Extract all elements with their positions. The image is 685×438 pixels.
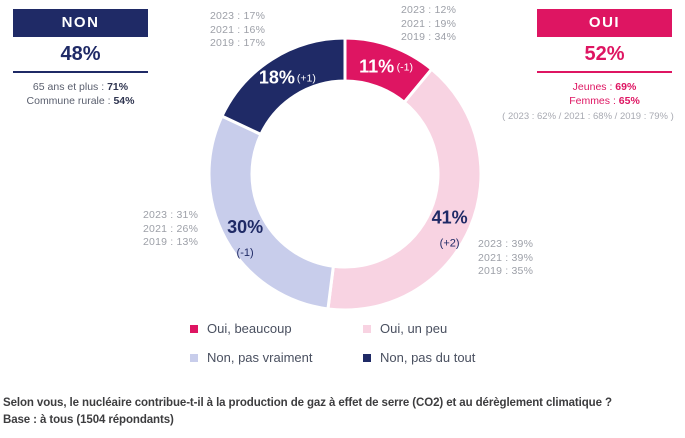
legend-label: Non, pas vraiment — [207, 350, 313, 365]
non-title-box: NON — [13, 9, 148, 37]
non-divider — [13, 71, 148, 73]
non-subgroup-line: Commune rurale : 54% — [13, 94, 148, 108]
legend-swatch-icon — [363, 353, 371, 362]
history-line: 2019 : 35% — [478, 265, 534, 277]
legend-swatch-icon — [190, 324, 198, 333]
question-footer: Selon vous, le nucléaire contribue-t-il … — [3, 395, 612, 428]
donut-chart: 11% (-1)41%(+2)30%(-1)18% (+1) — [207, 36, 483, 312]
slice-value-non-pas-du-tout: 18% — [259, 68, 295, 88]
donut-slice-non-pas-vraiment — [207, 114, 335, 311]
donut-slice-non-pas-du-tout — [220, 36, 347, 136]
oui-subgroup-line: Jeunes : 69% — [537, 80, 672, 94]
legend-item-non-pas-du-tout: Non, pas du tout — [363, 350, 536, 365]
history-line: 2021 : 39% — [478, 251, 534, 264]
subgroup-value: 54% — [113, 95, 135, 107]
slice-change-non-pas-du-tout: (+1) — [297, 73, 316, 85]
legend-label: Oui, un peu — [380, 321, 448, 336]
history-annotation-non-pas-du-tout: 2023 : 17% 2021 : 16% 2019 : 17% — [210, 10, 265, 51]
history-line: 2023 : 17% — [210, 10, 266, 22]
history-line: 2023 : 39% — [478, 238, 534, 250]
subgroup-value: 69% — [615, 81, 637, 93]
non-summary-panel: NON 48% 65 ans et plus : 71% Commune rur… — [13, 9, 148, 108]
history-line: 2019 : 34% — [401, 31, 457, 43]
oui-title-label: OUI — [588, 14, 621, 31]
history-line: 2023 : 12% — [401, 4, 457, 16]
subgroup-label: Jeunes : — [572, 81, 613, 93]
question-text: Selon vous, le nucléaire contribue-t-il … — [3, 397, 612, 409]
history-line: 2021 : 26% — [143, 222, 199, 235]
donut-slice-oui-un-peu — [326, 67, 483, 312]
history-line: 2021 : 16% — [210, 23, 266, 36]
history-line: 2021 : 19% — [401, 17, 457, 30]
history-line: 2019 : 13% — [143, 236, 199, 248]
slice-value-non-pas-vraiment: 30% — [227, 217, 263, 237]
subgroup-label: Commune rurale : — [26, 95, 111, 107]
oui-title-box: OUI — [537, 9, 672, 37]
subgroup-label: Femmes : — [569, 95, 616, 107]
legend-label: Non, pas du tout — [380, 350, 476, 365]
history-annotation-non-pas-vraiment: 2023 : 31% 2021 : 26% 2019 : 13% — [143, 209, 198, 250]
legend-swatch-icon — [363, 324, 371, 333]
non-subgroups: 65 ans et plus : 71% Commune rurale : 54… — [13, 80, 148, 108]
legend-swatch-icon — [190, 353, 198, 362]
history-annotation-oui-un-peu: 2023 : 39% 2021 : 39% 2019 : 35% — [478, 238, 533, 279]
oui-history-line: ( 2023 : 62% / 2021 : 68% / 2019 : 79% ) — [502, 111, 674, 122]
slice-change-oui-un-peu: (+2) — [440, 237, 460, 249]
subgroup-value: 71% — [107, 81, 129, 93]
slice-change-oui-beaucoup: (-1) — [397, 62, 413, 74]
history-line: 2019 : 17% — [210, 37, 266, 49]
subgroup-value: 65% — [618, 95, 640, 107]
non-subgroup-line: 65 ans et plus : 71% — [13, 80, 148, 94]
legend-item-non-pas-vraiment: Non, pas vraiment — [190, 350, 363, 365]
slice-value-oui-beaucoup: 11% — [359, 57, 394, 77]
slice-value-oui-un-peu: 41% — [432, 207, 468, 227]
oui-divider — [537, 71, 672, 73]
oui-total-value: 52% — [584, 43, 625, 65]
legend-item-oui-un-peu: Oui, un peu — [363, 321, 536, 336]
legend-item-oui-beaucoup: Oui, beaucoup — [190, 321, 363, 336]
base-text: Base : à tous (1504 répondants) — [3, 413, 174, 426]
oui-subgroup-line: Femmes : 65% — [537, 94, 672, 108]
chart-legend: Oui, beaucoup Oui, un peu Non, pas vraimen… — [190, 321, 536, 365]
oui-summary-panel: OUI 52% Jeunes : 69% Femmes : 65% ( 2023… — [502, 9, 674, 124]
legend-label: Oui, beaucoup — [207, 321, 292, 336]
history-annotation-oui-beaucoup: 2023 : 12% 2021 : 19% 2019 : 34% — [401, 4, 456, 45]
non-total-value: 48% — [60, 43, 101, 65]
oui-subgroups: Jeunes : 69% Femmes : 65% ( 2023 : 62% /… — [502, 80, 674, 124]
subgroup-label: 65 ans et plus : — [32, 81, 105, 93]
slice-change-non-pas-vraiment: (-1) — [237, 247, 254, 259]
history-line: 2023 : 31% — [143, 209, 199, 221]
non-title-label: NON — [61, 14, 100, 31]
